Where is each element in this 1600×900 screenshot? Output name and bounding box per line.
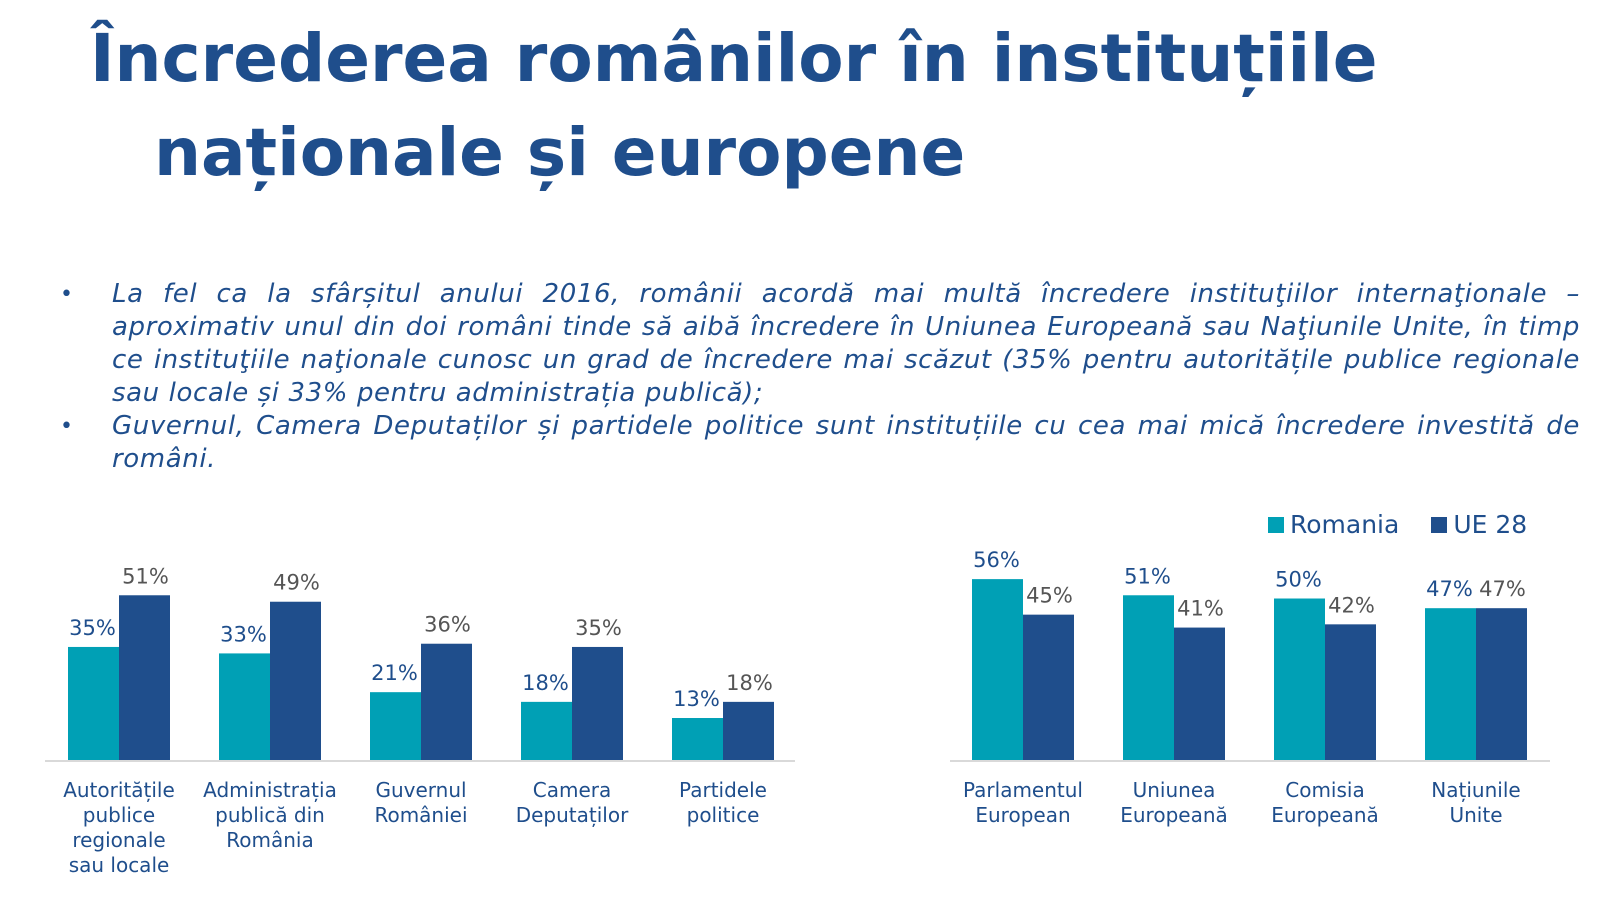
bar-romania [672,718,723,760]
summary-bullet: • La fel ca la sfârșitul anului 2016, ro… [60,278,1580,410]
category-label: Comisia [1285,778,1364,802]
value-label-ue28: 35% [575,616,622,640]
bar-romania [1425,608,1476,760]
legend-label-ue28: UE 28 [1453,510,1528,539]
category-label: regionale [72,828,165,852]
category-label: Uniunea [1133,778,1216,802]
title-line-2: naționale și europene [154,114,966,191]
value-label-romania: 33% [220,622,267,646]
bar-romania [972,579,1023,760]
summary-bullets: • La fel ca la sfârșitul anului 2016, ro… [60,278,1580,476]
legend-label-romania: Romania [1290,510,1400,539]
value-label-romania: 56% [973,548,1020,572]
legend-item-romania: Romania [1268,510,1399,539]
title-line-1: Încrederea românilor în instituțiile [90,20,1378,97]
summary-bullet-text: Guvernul, Camera Deputaților și partidel… [112,411,1580,474]
bullet-dot-icon: • [60,414,74,439]
value-label-ue28: 49% [273,571,320,595]
value-label-romania: 47% [1426,577,1473,601]
category-label: politice [687,803,760,827]
bar-ue28 [1174,627,1225,760]
value-label-ue28: 42% [1328,593,1375,617]
value-label-ue28: 36% [424,613,471,637]
legend-swatch-ue28 [1431,516,1448,533]
bar-romania [1274,598,1325,760]
bar-ue28 [723,701,774,760]
value-label-ue28: 45% [1026,584,1073,608]
bar-ue28 [1476,608,1527,760]
category-label: României [374,803,467,827]
bar-romania [219,653,270,760]
value-label-romania: 21% [371,661,418,685]
category-label: publică din [215,803,325,827]
chart-legend: Romania UE 28 [1268,510,1527,539]
bar-romania [370,692,421,760]
category-label: Autoritățile [63,778,175,802]
bar-ue28 [119,595,170,760]
category-label: Camera [533,778,612,802]
value-label-romania: 50% [1275,568,1322,592]
bar-romania [521,701,572,760]
value-label-ue28: 41% [1177,597,1224,621]
value-label-ue28: 51% [122,564,169,588]
page-title: Încrederea românilor în instituțiile naț… [90,12,1540,200]
value-label-romania: 18% [522,671,569,695]
category-label: Unite [1449,803,1502,827]
bullet-dot-icon: • [60,282,74,307]
category-label: sau locale [69,853,170,877]
bar-ue28 [1325,624,1376,760]
value-label-ue28: 18% [726,671,773,695]
category-label: Europeană [1120,803,1228,827]
category-label: Guvernul [375,778,466,802]
bar-romania [1123,595,1174,760]
value-label-ue28: 47% [1479,577,1526,601]
category-label: Partidele [679,778,767,802]
summary-bullet-text: La fel ca la sfârșitul anului 2016, româ… [112,279,1580,408]
bar-ue28 [572,646,623,760]
legend-item-ue28: UE 28 [1431,510,1527,539]
legend-swatch-romania [1268,516,1284,533]
category-label: Europeană [1271,803,1379,827]
bar-romania [68,646,119,760]
category-label: Deputaților [516,803,629,827]
category-label: Parlamentul [963,778,1083,802]
value-label-romania: 13% [673,687,720,711]
bar-ue28 [1023,614,1074,760]
category-label: Administrația [203,778,337,802]
value-label-romania: 51% [1124,564,1171,588]
summary-bullet: • Guvernul, Camera Deputaților și partid… [60,410,1580,476]
value-label-romania: 35% [69,616,116,640]
category-label: European [975,803,1070,827]
category-label: România [226,828,313,852]
bar-ue28 [421,643,472,760]
category-label: Națiunile [1431,778,1520,802]
category-label: publice [83,803,155,827]
bar-ue28 [270,601,321,760]
